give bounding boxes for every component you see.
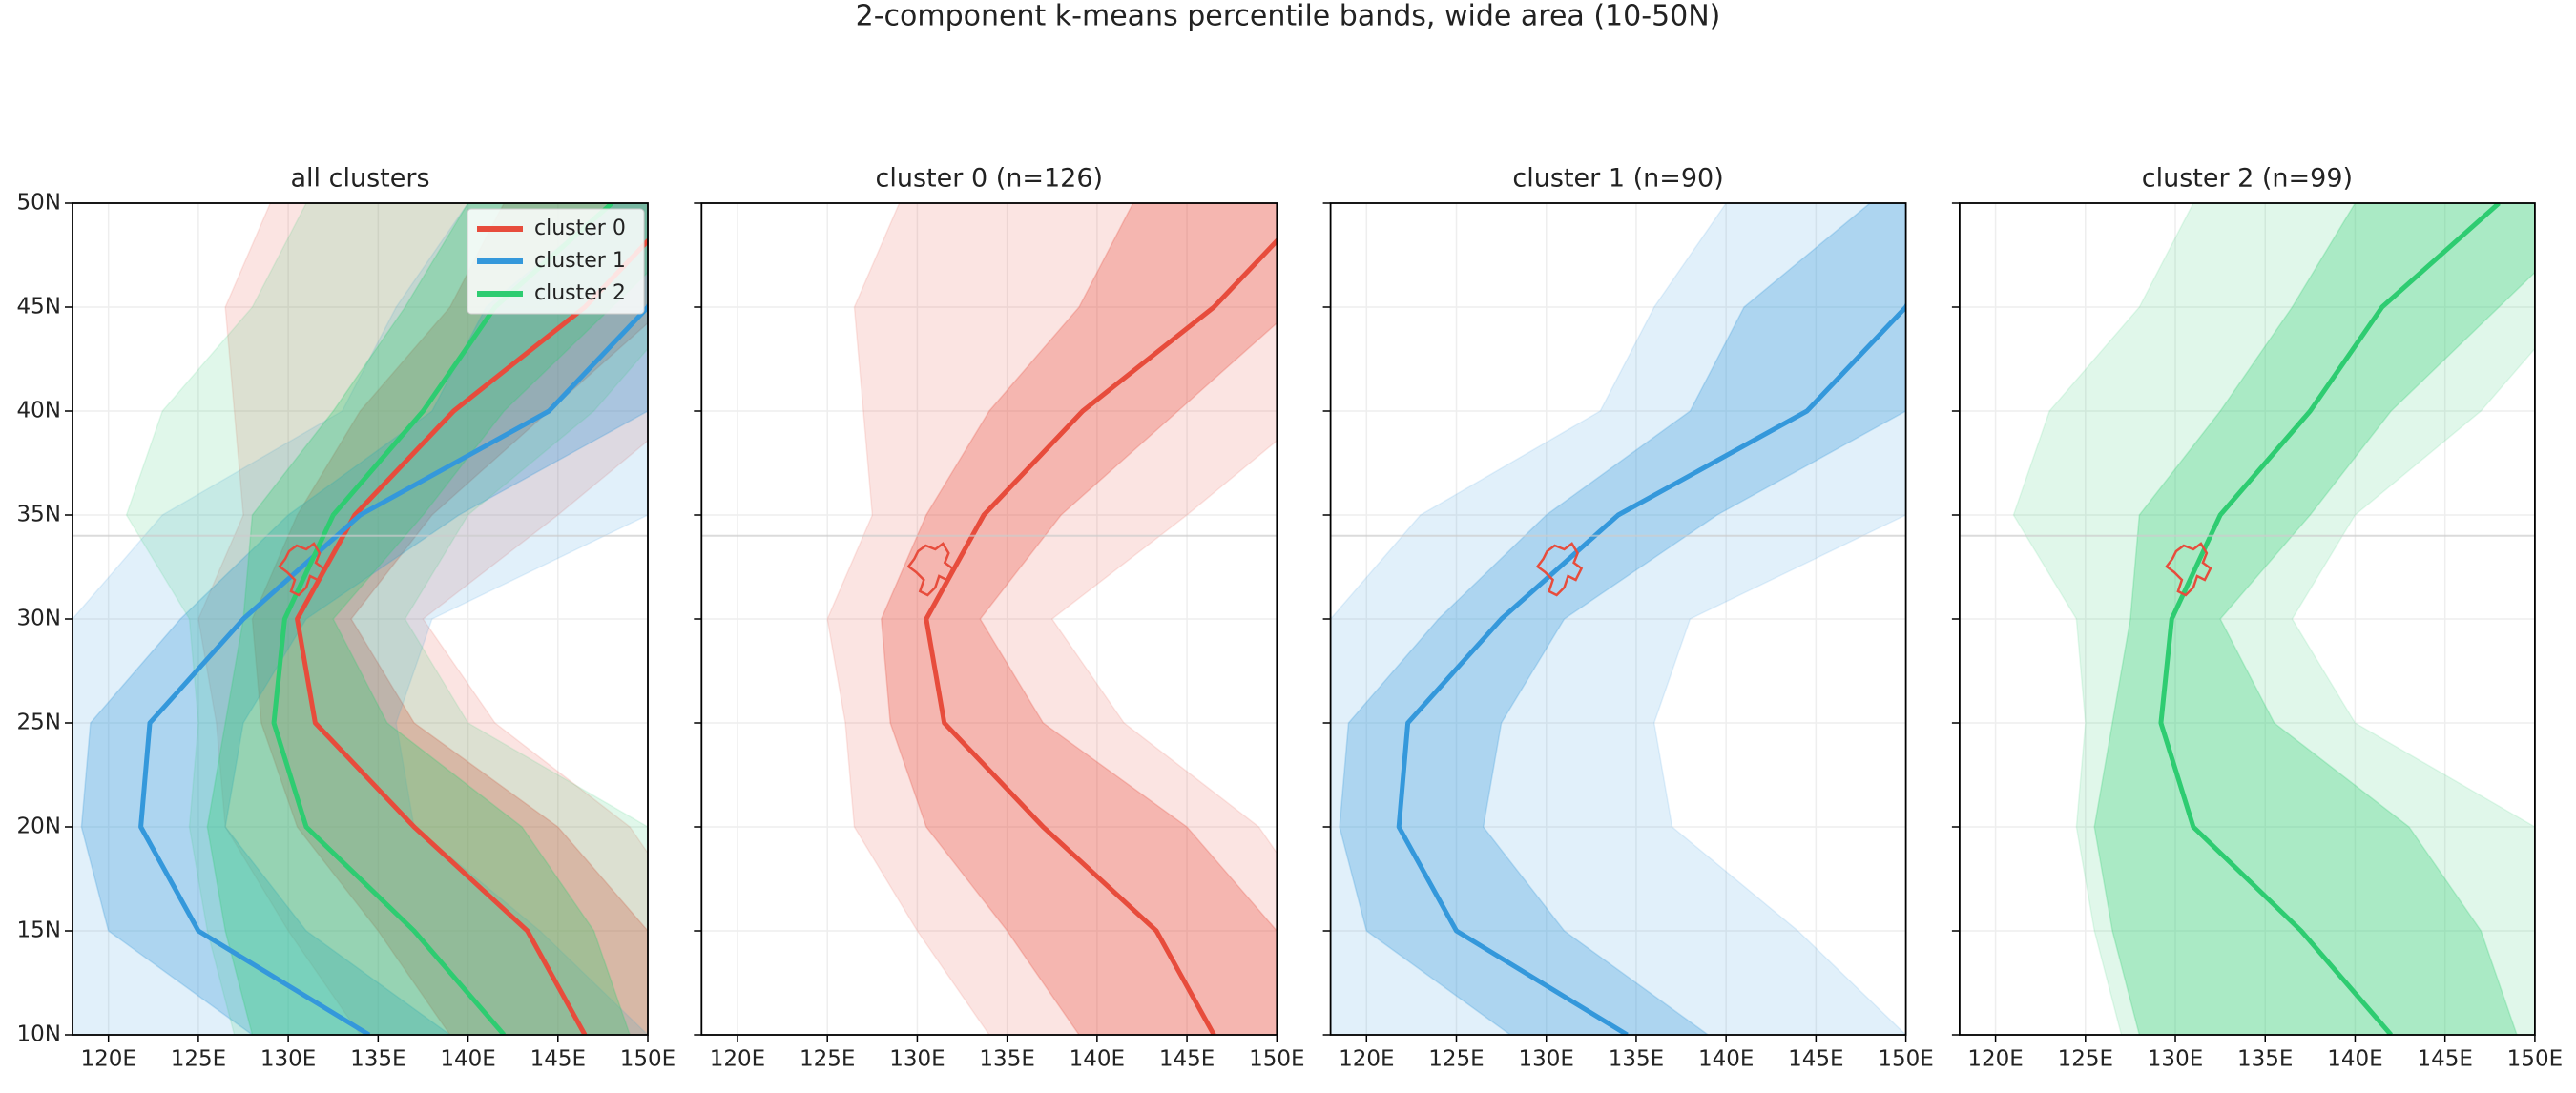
outer-band <box>1330 203 1906 1035</box>
legend-label: cluster 2 <box>534 281 626 305</box>
island-outline <box>2165 542 2212 597</box>
x-tick-label: 135E <box>350 1047 405 1072</box>
x-tick-label: 150E <box>620 1047 675 1072</box>
inner-band <box>251 203 648 1035</box>
panel: cluster 0 (n=126) 120E 125E 130E 135E 140E 145… <box>694 164 1305 1072</box>
x-tick-label: 140E <box>2327 1047 2382 1072</box>
plot-frame <box>1329 202 1907 1036</box>
x-tick-label: 140E <box>440 1047 495 1072</box>
x-tick-label: 125E <box>171 1047 226 1072</box>
inner-band <box>1339 203 1906 1035</box>
y-tick-label: 40N <box>17 399 61 423</box>
x-tick-label: 140E <box>1698 1047 1754 1072</box>
inner-band <box>80 203 648 1035</box>
median-line <box>271 203 613 1035</box>
y-tick-label: 25N <box>17 711 61 735</box>
outer-band <box>125 203 648 1035</box>
island-outline <box>278 542 325 597</box>
inner-band <box>880 203 1278 1035</box>
panel-title: cluster 1 (n=90) <box>1512 164 1723 194</box>
x-tick-label: 130E <box>1519 1047 1574 1072</box>
y-tick-label: 10N <box>17 1022 61 1047</box>
plot-area <box>1959 203 2535 1035</box>
panel: cluster 2 (n=99) 120E 125E 130E 135E 140E 145E… <box>1951 164 2563 1072</box>
x-tick-label: 130E <box>2148 1047 2203 1072</box>
x-tick-label: 140E <box>1070 1047 1125 1072</box>
x-tick-label: 150E <box>1878 1047 1933 1072</box>
panel: all clusters 120E 125E 130E 135E 140E 145E 150E… <box>17 164 676 1072</box>
legend-box <box>467 208 645 315</box>
median-line <box>295 237 648 1035</box>
x-tick-label: 125E <box>1428 1047 1484 1072</box>
x-tick-label: 145E <box>1788 1047 1843 1072</box>
y-tick-label: 30N <box>17 607 61 631</box>
x-tick-label: 125E <box>2058 1047 2113 1072</box>
x-tick-label: 145E <box>2417 1047 2472 1072</box>
x-tick-label: 120E <box>1339 1047 1394 1072</box>
plot-frame <box>1958 202 2536 1036</box>
plot-area <box>701 203 1278 1035</box>
y-tick-label: 45N <box>17 295 61 320</box>
x-tick-label: 120E <box>1967 1047 2023 1072</box>
plot-frame <box>700 202 1278 1036</box>
x-tick-label: 135E <box>1609 1047 1664 1072</box>
legend: cluster 0 cluster 1 cluster 2 <box>467 208 645 315</box>
x-tick-label: 145E <box>530 1047 586 1072</box>
x-tick-label: 135E <box>2237 1047 2293 1072</box>
island-outline <box>906 542 954 597</box>
outer-band <box>826 203 1278 1035</box>
median-line <box>1396 301 1906 1035</box>
y-tick-label: 35N <box>17 503 61 527</box>
legend-label: cluster 0 <box>534 217 626 240</box>
x-tick-label: 120E <box>80 1047 135 1072</box>
outer-band <box>197 203 648 1035</box>
x-tick-label: 130E <box>889 1047 945 1072</box>
y-tick-label: 15N <box>17 918 61 943</box>
panel-title: cluster 2 (n=99) <box>2142 164 2353 194</box>
plot-area <box>1330 203 1906 1035</box>
plot-area <box>73 203 648 1035</box>
median-line <box>2158 203 2501 1035</box>
x-tick-label: 130E <box>260 1047 316 1072</box>
x-tick-label: 120E <box>710 1047 765 1072</box>
median-line <box>138 301 648 1035</box>
panel: cluster 1 (n=90) 120E 125E 130E 135E 140E 145E… <box>1322 164 1934 1072</box>
inner-band <box>206 203 648 1035</box>
figure-title: 2-component k-means percentile bands, wi… <box>856 0 1721 33</box>
panel-title: cluster 0 (n=126) <box>876 164 1104 194</box>
y-tick-label: 20N <box>17 815 61 839</box>
x-tick-label: 150E <box>1249 1047 1304 1072</box>
x-tick-label: 145E <box>1159 1047 1215 1072</box>
x-tick-label: 125E <box>800 1047 855 1072</box>
inner-band <box>2093 203 2535 1035</box>
y-tick-label: 50N <box>17 191 61 216</box>
panel-title: all clusters <box>290 164 429 194</box>
island-outline <box>1535 542 1584 597</box>
median-line <box>924 237 1278 1035</box>
plot-frame <box>72 202 649 1036</box>
x-tick-label: 150E <box>2507 1047 2563 1072</box>
x-tick-label: 135E <box>979 1047 1034 1072</box>
legend-label: cluster 1 <box>534 249 626 273</box>
outer-band <box>2012 203 2535 1035</box>
